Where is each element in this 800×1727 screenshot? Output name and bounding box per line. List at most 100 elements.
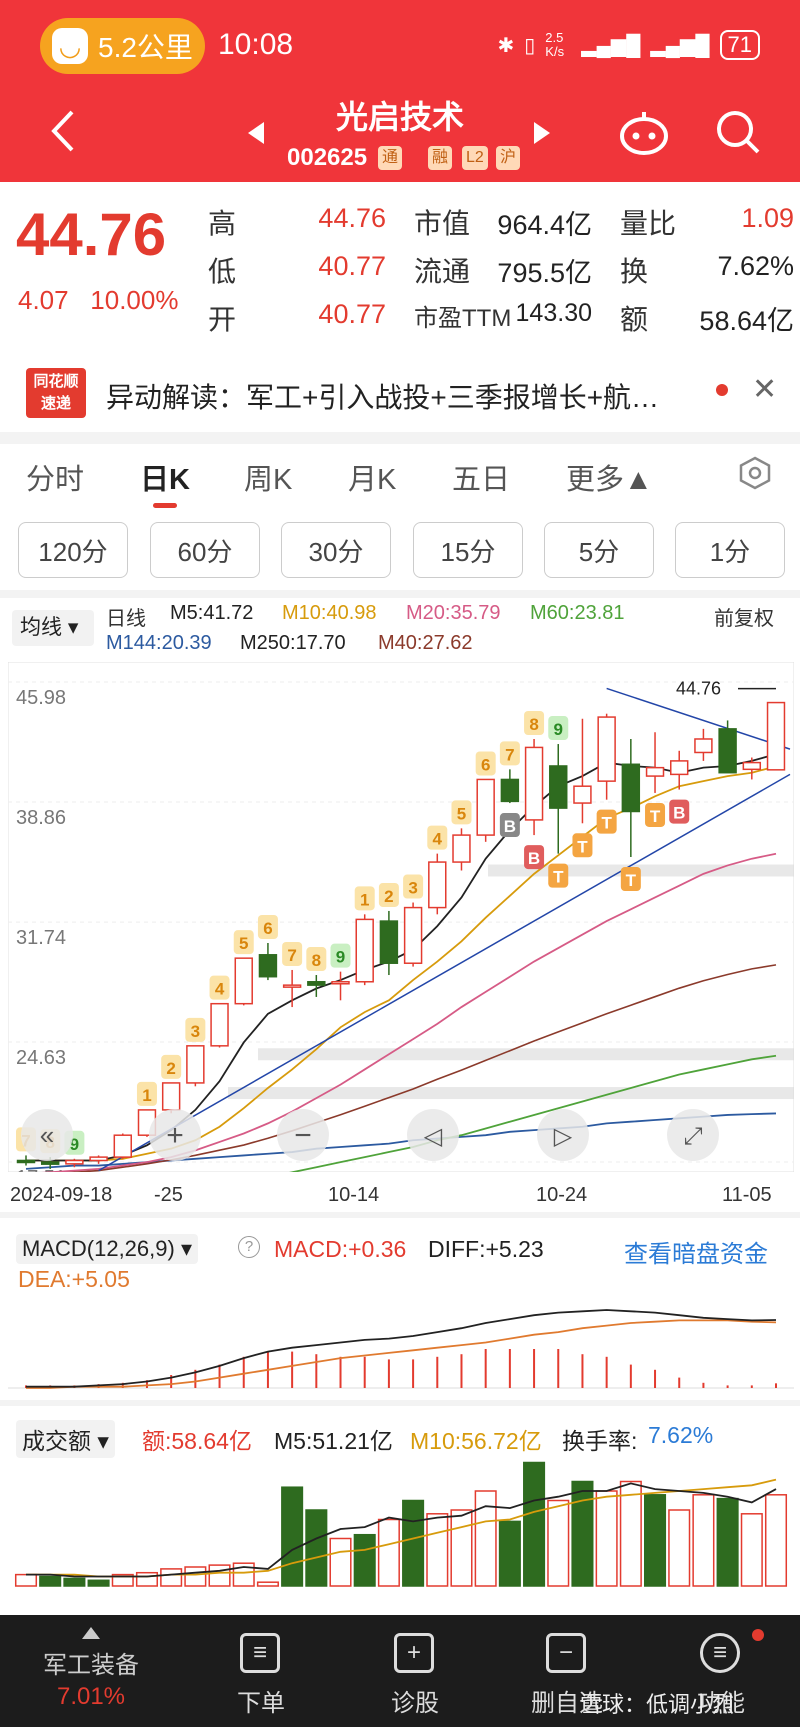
- volume-bar: [353, 1533, 376, 1587]
- candle: [403, 906, 423, 964]
- fullscreen-icon[interactable]: ⤢: [666, 1108, 720, 1162]
- zoom-out-icon[interactable]: −: [276, 1108, 330, 1162]
- label-float-cap: 流通: [414, 256, 471, 287]
- td-marker-label: 8: [529, 715, 538, 734]
- candle: [573, 785, 592, 804]
- td-marker-label: T: [553, 868, 564, 887]
- zoom-in-icon[interactable]: +: [148, 1108, 202, 1162]
- ma-m40: M40:27.62: [378, 632, 473, 654]
- status-time: 10:08: [218, 28, 294, 61]
- volume-selector-label: 成交额: [22, 1428, 91, 1454]
- remove-watch-label: 删自选: [531, 1690, 603, 1717]
- label-turnover: 换: [620, 256, 649, 287]
- active-tab-underline: [153, 503, 177, 508]
- volume-selector[interactable]: 成交额 ▾: [16, 1420, 115, 1458]
- high-annotation: 44.76: [676, 679, 721, 699]
- next-stock-icon[interactable]: [532, 120, 552, 146]
- sector-button[interactable]: 军工装备 7.01%: [26, 1615, 156, 1727]
- td-marker-label: 6: [481, 755, 490, 774]
- scroll-left-icon[interactable]: ◁: [406, 1108, 460, 1162]
- td-marker-label: 9: [336, 948, 345, 967]
- period-30m-button[interactable]: 30分: [281, 522, 391, 578]
- volume-bar: [547, 1499, 570, 1587]
- tag-tong: 通: [378, 146, 403, 170]
- td-marker: [524, 710, 545, 735]
- candle: [670, 760, 689, 776]
- candle: [766, 701, 786, 771]
- zoom-left-icon[interactable]: «: [20, 1108, 74, 1162]
- td-marker: [354, 886, 375, 911]
- candle: [113, 1134, 132, 1158]
- candle: [258, 954, 278, 978]
- forward-adjusted[interactable]: 前复权: [714, 608, 774, 630]
- tab-daily-k[interactable]: 日K: [140, 464, 190, 496]
- candle: [645, 766, 665, 777]
- candle: [65, 1159, 84, 1165]
- volume-bar: [135, 1571, 159, 1587]
- candle: [307, 981, 326, 986]
- signal-icon: ▂▄▆█: [581, 34, 641, 57]
- td-marker: [330, 943, 351, 968]
- td-marker-label: B: [528, 849, 540, 868]
- search-icon[interactable]: [714, 108, 762, 156]
- app-pill[interactable]: ◡ 5.2公里: [40, 18, 205, 74]
- back-icon[interactable]: [48, 108, 78, 154]
- functions-button[interactable]: ≡ 功能: [656, 1615, 786, 1727]
- prev-stock-icon[interactable]: [246, 120, 266, 146]
- td-marker: [596, 809, 617, 834]
- nav-label-2: +: [166, 1119, 184, 1152]
- ma40-line: [66, 964, 777, 1172]
- scroll-right-icon[interactable]: ▷: [536, 1108, 590, 1162]
- period-60m-button[interactable]: 60分: [150, 522, 260, 578]
- td-marker-label: 7: [505, 745, 514, 764]
- period-120m-button[interactable]: 120分: [18, 522, 128, 578]
- order-button[interactable]: ≡ 下单: [196, 1615, 326, 1727]
- ma60-line: [289, 1054, 777, 1172]
- period-5m-button[interactable]: 5分: [544, 522, 654, 578]
- label-pe-ttm: 市盈TTM: [414, 305, 512, 332]
- label-low: 低: [208, 256, 237, 287]
- value-market-cap: 964.4亿: [497, 210, 592, 240]
- td-marker-label: 9: [554, 720, 563, 739]
- candle: [452, 834, 471, 863]
- period-15m-button[interactable]: 15分: [413, 522, 523, 578]
- news-banner[interactable]: 同花顺 速递 异动解读：军工+引入战投+三季报增长+航…: [0, 360, 800, 430]
- td-marker: [282, 941, 303, 966]
- volume-bar: [692, 1494, 715, 1587]
- robot-assistant-icon[interactable]: [618, 108, 670, 156]
- tab-more[interactable]: 更多▲: [566, 464, 653, 496]
- remove-watch-icon: −: [546, 1633, 586, 1673]
- dark-pool-link[interactable]: 查看暗盘资金: [624, 1241, 768, 1268]
- nav-label-6: ⤢: [683, 1123, 702, 1150]
- y-tick-label: 38.86: [16, 807, 66, 829]
- settings-icon[interactable]: [738, 456, 772, 490]
- vol-m10-value: M10:56.72亿: [410, 1428, 542, 1454]
- tab-weekly-k[interactable]: 周K: [244, 464, 293, 496]
- tab-intraday[interactable]: 分时: [26, 464, 85, 496]
- td-marker: [475, 751, 496, 776]
- macd-selector[interactable]: MACD(12,26,9) ▾: [16, 1234, 198, 1264]
- volume-bar: [111, 1573, 134, 1587]
- notification-dot: [752, 1629, 764, 1641]
- period-1m-button[interactable]: 1分: [675, 522, 785, 578]
- tab-monthly-k[interactable]: 月K: [348, 464, 397, 496]
- td-marker: [572, 833, 593, 858]
- ma-selector-label: 均线: [20, 616, 62, 639]
- close-news-button[interactable]: ✕: [752, 373, 778, 406]
- candlestick-chart[interactable]: 45.9838.8631.7424.6317.51789123456789123…: [8, 662, 794, 1172]
- ma-selector[interactable]: 均线 ▾: [12, 610, 94, 646]
- ma-m60: M60:23.81: [530, 602, 625, 624]
- ma20-line: [41, 852, 777, 1172]
- td-marker-label: 5: [239, 934, 248, 953]
- diagnose-button[interactable]: + 诊股: [350, 1615, 480, 1727]
- dropdown-icon: ▾: [62, 616, 79, 639]
- help-icon[interactable]: ?: [238, 1236, 260, 1258]
- tab-five-day[interactable]: 五日: [452, 464, 511, 496]
- x-tick-2: 10-14: [328, 1184, 380, 1206]
- td-marker-label: T: [601, 814, 612, 833]
- change-percent: 10.00%: [90, 285, 179, 315]
- candle: [282, 984, 302, 988]
- remove-watchlist-button[interactable]: − 删自选: [502, 1615, 632, 1727]
- candle: [476, 778, 495, 836]
- candle: [16, 1159, 36, 1164]
